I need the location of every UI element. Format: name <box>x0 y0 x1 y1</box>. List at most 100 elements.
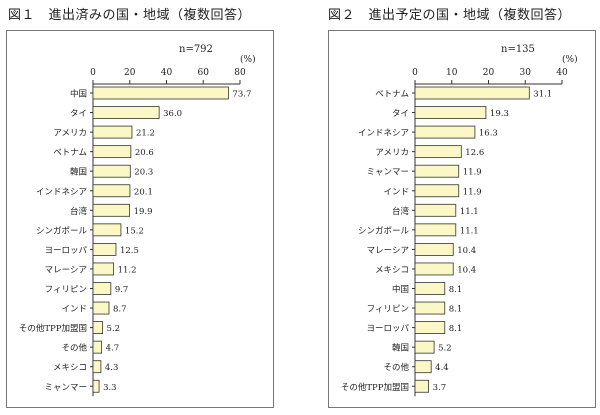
data-label: 19.9 <box>134 207 153 217</box>
category-label: 台湾 <box>70 206 88 217</box>
bar <box>92 301 110 315</box>
bar <box>92 203 130 217</box>
data-label: 3.3 <box>103 383 117 393</box>
bar <box>92 379 100 393</box>
unit-label: (%) <box>562 54 578 65</box>
category-label: ミャンマー <box>44 383 87 393</box>
category-label: タイ <box>70 109 87 119</box>
chart-panel-1: n=792 (%) 0 20 40 60 80 中国 73.7 タイ 36.0 アメリカ 21.2 ベトナ… <box>6 30 274 408</box>
bar <box>414 86 530 100</box>
data-label: 20.3 <box>134 168 153 178</box>
category-label: その他TPP加盟国 <box>19 323 87 334</box>
bar <box>414 242 454 256</box>
category-label: シンガポール <box>36 225 88 236</box>
category-label: ヨーロッパ <box>366 324 409 334</box>
data-label: 11.9 <box>463 168 482 178</box>
data-label: 12.6 <box>465 148 484 158</box>
data-label: 5.2 <box>438 344 452 354</box>
bar <box>414 223 457 237</box>
data-label: 3.7 <box>433 383 447 393</box>
category-label: その他TPP加盟国 <box>341 382 409 393</box>
bar <box>414 262 454 276</box>
data-label: 12.5 <box>120 246 139 256</box>
bar <box>414 301 446 315</box>
x-tick-label: 0 <box>412 68 418 78</box>
bar <box>414 321 446 335</box>
chart-panel-2: n=135 (%) 0 10 20 30 40 ベトナム 31.1 タイ 19.3 インドネシア 16.… <box>328 30 596 408</box>
x-tick-label: 60 <box>198 68 210 78</box>
bar <box>414 203 457 217</box>
figure-2-title: 図２ 進出予定の国・地域（複数回答） <box>328 8 572 23</box>
x-tick-label: 10 <box>446 68 458 78</box>
data-label: 11.1 <box>460 226 479 236</box>
bar <box>414 340 435 354</box>
category-label: シンガポール <box>358 225 410 236</box>
bar <box>92 360 102 374</box>
x-tick-label: 40 <box>556 68 568 78</box>
data-label: 20.6 <box>135 148 154 158</box>
category-label: 中国 <box>70 89 87 100</box>
category-label: フィリピン <box>45 285 87 295</box>
data-label: 16.3 <box>479 129 498 139</box>
bar <box>414 145 462 159</box>
data-label: 11.2 <box>118 265 137 275</box>
x-tick-label: 80 <box>234 68 246 78</box>
bar <box>92 262 114 276</box>
data-label: 5.2 <box>107 324 121 334</box>
bar-chart-2: n=135 (%) 0 10 20 30 40 ベトナム 31.1 タイ 19.3 インドネシア 16.… <box>341 44 578 397</box>
category-label: メキシコ <box>375 265 409 275</box>
data-label: 8.1 <box>449 324 463 334</box>
data-label: 4.4 <box>435 363 449 373</box>
data-label: 19.3 <box>490 109 509 119</box>
data-label: 8.1 <box>449 305 463 315</box>
bar <box>92 282 112 295</box>
x-tick-label: 40 <box>161 68 173 78</box>
data-label: 11.9 <box>463 187 482 197</box>
category-label: その他 <box>383 362 409 373</box>
bar <box>414 379 429 393</box>
x-tick-label: 20 <box>483 68 495 78</box>
category-label: アメリカ <box>53 129 87 139</box>
category-label: ベトナム <box>375 90 409 100</box>
category-label: 中国 <box>392 284 409 295</box>
category-label: その他 <box>61 343 87 354</box>
bar <box>92 86 229 100</box>
category-label: ミャンマー <box>366 168 409 178</box>
category-label: アメリカ <box>375 148 409 158</box>
data-label: 10.4 <box>457 265 476 275</box>
category-label: インドネシア <box>36 187 87 197</box>
category-label: 韓国 <box>70 167 87 178</box>
x-tick-label: 20 <box>124 68 136 78</box>
data-label: 9.7 <box>115 285 129 295</box>
bar <box>92 242 117 256</box>
category-label: マレーシア <box>45 265 87 275</box>
bar <box>92 106 160 119</box>
category-label: インド <box>61 305 87 315</box>
category-label: インドネシア <box>358 129 409 139</box>
bar <box>414 360 432 374</box>
data-label: 11.1 <box>460 207 479 217</box>
data-label: 4.3 <box>105 363 119 373</box>
category-label: インド <box>383 187 409 197</box>
category-label: タイ <box>392 109 409 119</box>
data-label: 36.0 <box>163 109 182 119</box>
bar <box>414 282 446 295</box>
bar <box>92 184 131 198</box>
x-tick-label: 0 <box>90 68 96 78</box>
sample-size-label: n=135 <box>501 44 535 55</box>
data-label: 15.2 <box>125 226 144 236</box>
bar <box>414 164 460 178</box>
category-label: フィリピン <box>367 305 409 315</box>
data-label: 20.1 <box>134 187 153 197</box>
x-tick-label: 30 <box>520 68 532 78</box>
bar <box>92 164 131 178</box>
data-label: 31.1 <box>533 90 552 100</box>
bar <box>92 223 122 237</box>
bar <box>92 340 103 354</box>
category-label: 韓国 <box>392 343 409 354</box>
bar <box>414 106 487 119</box>
bar <box>92 321 103 335</box>
bar-chart-1: n=792 (%) 0 20 40 60 80 中国 73.7 タイ 36.0 アメリカ 21.2 ベトナ… <box>19 44 256 397</box>
data-label: 21.2 <box>136 129 155 139</box>
figure-1-title: 図１ 進出済みの国・地域（複数回答） <box>8 8 252 23</box>
